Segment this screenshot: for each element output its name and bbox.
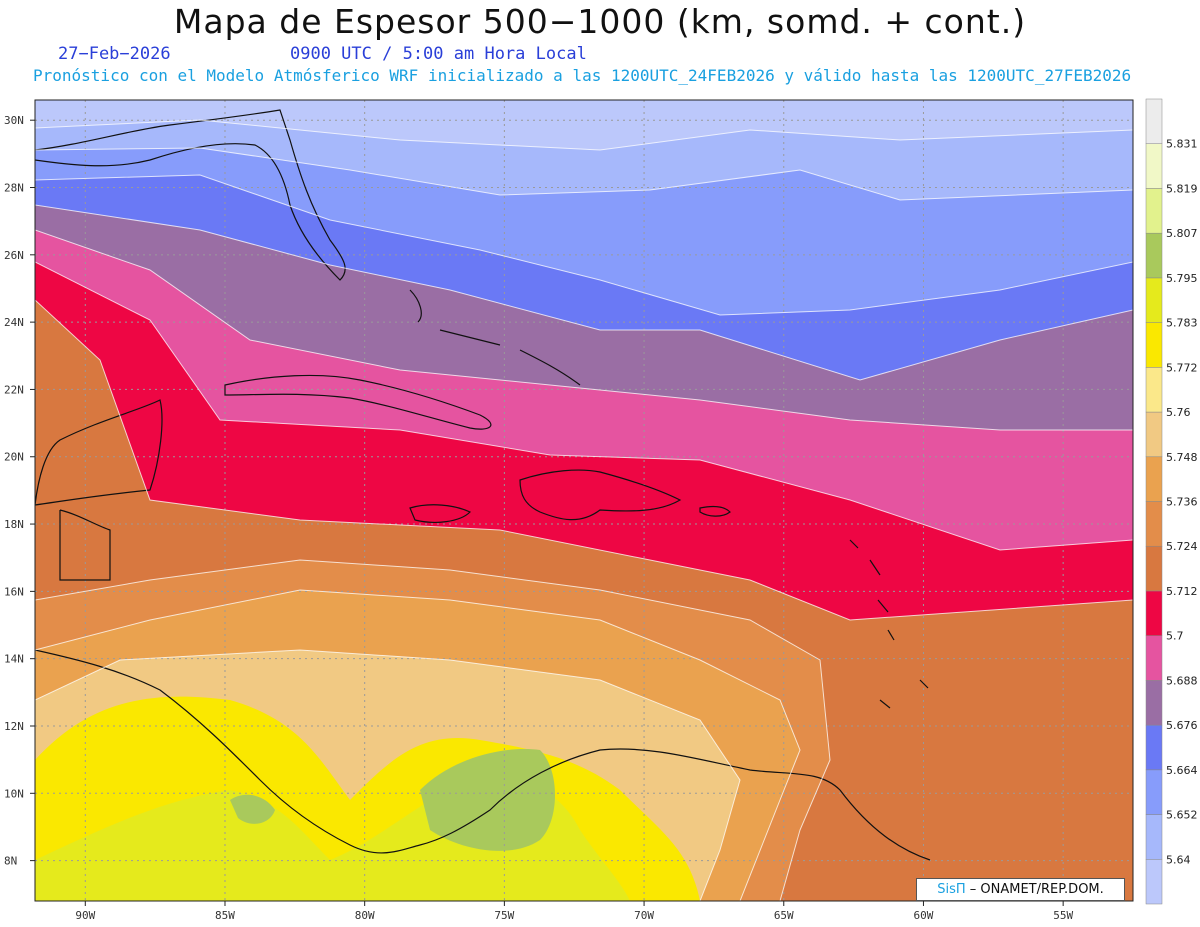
legend-swatch [1145,769,1163,815]
latitude-tick-label: 26N [4,249,24,262]
longitude-tick-label: 55W [1053,909,1073,922]
latitude-tick-label: 16N [4,585,24,598]
contour-line [35,229,1133,431]
latitude-tick-label: 20N [4,451,24,464]
legend-swatch [1145,814,1163,860]
legend-level-label: 5.652 [1166,809,1198,822]
legend-level-label: 5.807 [1166,227,1198,240]
credit-label: SisΠ – ONAMET/REP.DOM. [916,878,1125,901]
longitude-tick-label: 75W [494,909,514,922]
coastlines [35,109,931,861]
latitude-tick-label: 30N [4,114,24,127]
legend-level-label: 5.736 [1166,496,1198,509]
legend-swatch [1145,635,1163,681]
longitude-tick-label: 85W [215,909,235,922]
latitude-tick-label: 14N [4,653,24,666]
longitude-tick-label: 90W [75,909,95,922]
legend-swatch [1145,143,1163,189]
contour-line [35,174,1133,316]
contour-line [35,147,1133,201]
contour-line [35,204,1133,381]
legend-level-label: 5.795 [1166,272,1198,285]
contour-line [35,589,801,901]
legend-swatch [1145,277,1163,323]
color-legend: 5.64 5.652 5.664 5.676 5.688 5.7 5.712 5.724 5.7… [1145,98,1198,905]
latitude-tick-label: 28N [4,182,24,195]
legend-level-label: 5.7 [1166,630,1184,643]
map-frame [34,99,1134,902]
contour-line [35,119,1133,151]
legend-swatch [1145,188,1163,234]
legend-swatch [1145,724,1163,771]
legend-level-label: 5.712 [1166,585,1198,598]
legend-swatch [1145,322,1163,368]
latitude-tick-label: 8N [4,855,17,868]
legend-swatch [1145,456,1163,502]
contour-line [35,299,1133,621]
latitude-tick-label: 10N [4,787,24,800]
forecast-time: 0900 UTC / 5:00 am Hora Local [290,44,587,64]
legend-level-label: 5.783 [1166,317,1198,330]
legend-swatch [1145,411,1163,458]
forecast-date: 27−Feb−2026 [58,44,171,64]
legend-level-label: 5.819 [1166,182,1198,195]
legend-swatch [1145,859,1163,905]
map-field [35,100,1133,901]
latitude-tick-label: 18N [4,518,24,531]
legend-swatch [1145,367,1163,413]
legend-level-label: 5.724 [1166,540,1198,553]
longitude-tick-label: 65W [774,909,794,922]
legend-swatch [1145,98,1163,144]
legend-level-label: 5.772 [1166,361,1198,374]
latitude-tick-label: 22N [4,383,24,396]
legend-level-label: 5.64 [1166,853,1191,866]
legend-swatch [1145,545,1163,592]
longitude-tick-label: 70W [634,909,654,922]
longitude-tick-label: 60W [914,909,934,922]
legend-swatch [1145,232,1163,279]
contour-line [35,649,741,901]
latitude-tick-label: 12N [4,720,24,733]
legend-level-label: 5.676 [1166,719,1198,732]
longitude-tick-label: 80W [355,909,375,922]
legend-swatch [1145,590,1163,636]
legend-level-label: 5.688 [1166,674,1198,687]
map-title: Mapa de Espesor 500−1000 (km, somd. + co… [173,2,1027,41]
legend-level-label: 5.664 [1166,764,1198,777]
contour-line [35,559,831,901]
green-region [420,749,555,851]
legend-level-label: 5.76 [1166,406,1191,419]
legend-level-label: 5.831 [1166,138,1198,151]
green-region-2 [230,794,275,824]
latitude-tick-label: 24N [4,316,24,329]
contour-line [35,261,1133,551]
legend-swatch [1145,501,1163,547]
legend-swatch [1145,680,1163,726]
forecast-subtitle: Pronóstico con el Modelo Atmósferico WRF… [33,66,1132,85]
legend-level-label: 5.748 [1166,451,1198,464]
